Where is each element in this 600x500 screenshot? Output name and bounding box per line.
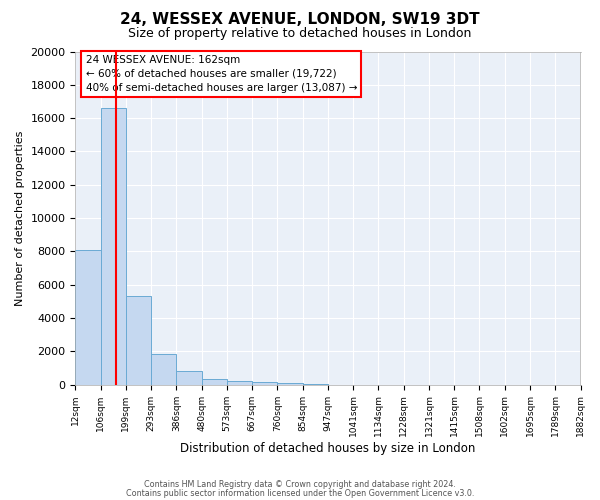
Text: 24, WESSEX AVENUE, LONDON, SW19 3DT: 24, WESSEX AVENUE, LONDON, SW19 3DT: [120, 12, 480, 28]
Bar: [202, 379, 227, 384]
X-axis label: Distribution of detached houses by size in London: Distribution of detached houses by size …: [180, 442, 476, 455]
Bar: [277, 383, 302, 384]
Bar: [151, 354, 176, 384]
Text: Contains HM Land Registry data © Crown copyright and database right 2024.: Contains HM Land Registry data © Crown c…: [144, 480, 456, 489]
Text: Contains public sector information licensed under the Open Government Licence v3: Contains public sector information licen…: [126, 488, 474, 498]
Text: Size of property relative to detached houses in London: Size of property relative to detached ho…: [128, 28, 472, 40]
Bar: [176, 372, 202, 384]
Bar: [252, 382, 277, 384]
Text: 24 WESSEX AVENUE: 162sqm
← 60% of detached houses are smaller (19,722)
40% of se: 24 WESSEX AVENUE: 162sqm ← 60% of detach…: [86, 55, 357, 93]
Bar: [227, 382, 252, 384]
Bar: [76, 250, 101, 384]
Bar: [101, 108, 126, 384]
Bar: [126, 296, 151, 384]
Y-axis label: Number of detached properties: Number of detached properties: [15, 130, 25, 306]
